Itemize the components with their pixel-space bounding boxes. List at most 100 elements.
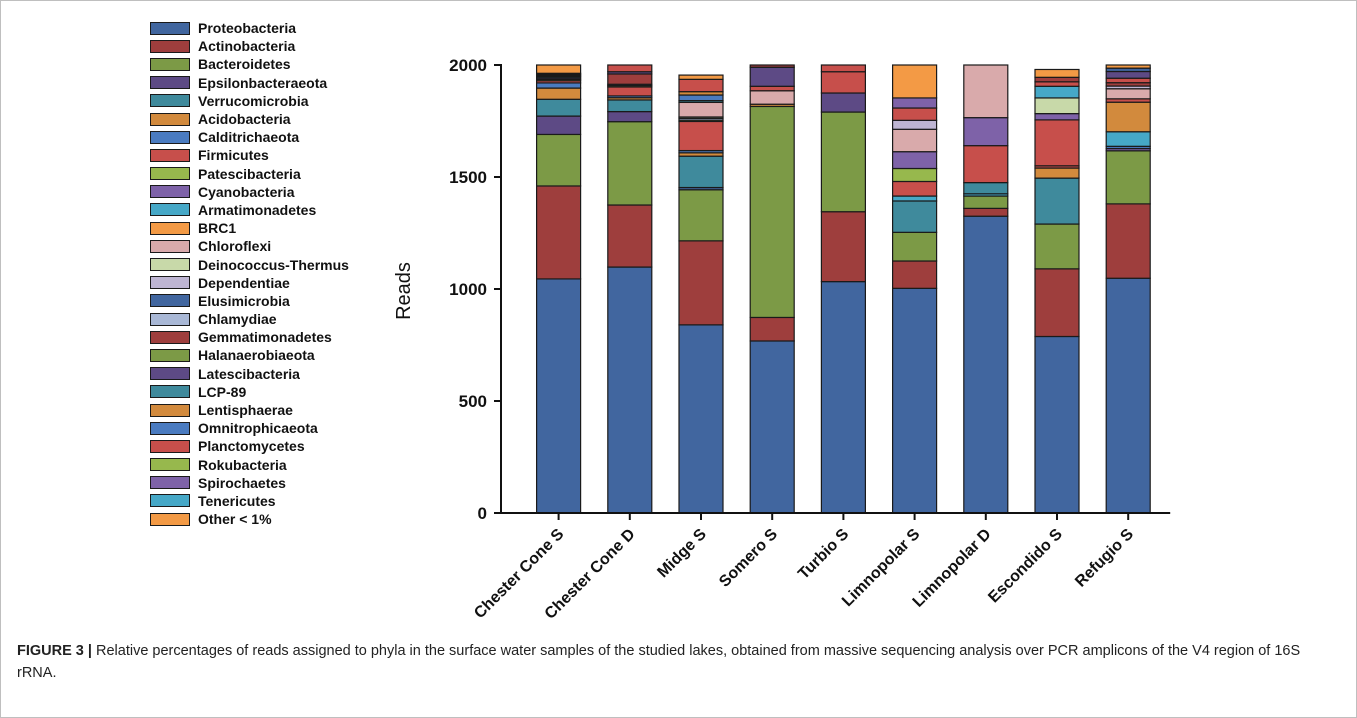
bar-segment-proteobacteria [963, 215, 1009, 514]
legend-item-verrucomicrobia: Verrucomicrobia [150, 92, 349, 110]
legend-item-omnitrophicaeota: Omnitrophicaeota [150, 419, 349, 437]
legend-label: Gemmatimonadetes [198, 329, 332, 346]
bar-chester-cone-s [535, 64, 582, 514]
x-tick-label: Midge S [654, 526, 710, 582]
legend-item-calditrichaeota: Calditrichaeota [150, 128, 349, 146]
y-axis: 0 500 1000 1500 2000 [449, 56, 502, 523]
bar-segment-epsilonbacteraeota [820, 92, 867, 113]
legend-item-acidobacteria: Acidobacteria [150, 110, 349, 128]
legend-label: Halanaerobiaeota [198, 347, 315, 364]
legend-item-lentisphaerae: Lentisphaerae [150, 401, 349, 419]
bar-segment-acidobacteria [535, 87, 582, 100]
legend-label: Calditrichaeota [198, 129, 300, 146]
figure-caption: FIGURE 3 | Relative percentages of reads… [17, 640, 1337, 684]
legend-swatch [150, 239, 190, 253]
legend-label: Rokubacteria [198, 456, 287, 473]
legend-item-other-1: Other < 1% [150, 510, 349, 528]
bar-segment-bacteroidetes [891, 231, 938, 262]
bar-segment-latescibacteria [1105, 70, 1151, 79]
legend-item-actinobacteria: Actinobacteria [150, 37, 349, 55]
legend-label: Spirochaetes [198, 474, 286, 491]
y-tick-label: 2000 [449, 56, 487, 75]
bars-group [535, 64, 1151, 514]
bar-segment-planctomycetes [820, 64, 867, 73]
bar-segment-proteobacteria [891, 287, 938, 514]
bar-segment-proteobacteria [1034, 335, 1080, 514]
bar-segment-armatimonadetes [1034, 85, 1080, 99]
legend-label: Elusimicrobia [198, 292, 290, 309]
bar-segment-planctomycetes [678, 120, 724, 152]
legend-label: Verrucomicrobia [198, 92, 309, 109]
legend-label: BRC1 [198, 220, 237, 237]
bar-segment-bacteroidetes [607, 121, 653, 206]
legend-label: Armatimonadetes [198, 201, 317, 218]
bar-segment-epsilonbacteraeota [535, 115, 582, 136]
bar-segment-epsilonbacteraeota [607, 110, 653, 123]
bar-segment-other-1 [891, 64, 938, 99]
legend-label: Tenericutes [198, 492, 276, 509]
legend-swatch [150, 312, 190, 326]
bar-segment-tenericutes [891, 195, 938, 202]
legend-swatch [150, 130, 190, 144]
legend-item-patescibacteria: Patescibacteria [150, 165, 349, 183]
legend-item-lcp-89: LCP-89 [150, 383, 349, 401]
legend-item-dependentiae: Dependentiae [150, 274, 349, 292]
legend-swatch [150, 403, 190, 417]
bar-segment-proteobacteria [1105, 277, 1151, 514]
legend-swatch [150, 385, 190, 399]
bar-segment-chloroflexi [749, 90, 795, 105]
bar-segment-other-1 [1034, 68, 1080, 78]
legend-swatch [150, 512, 190, 526]
legend-item-brc1: BRC1 [150, 219, 349, 237]
legend-item-cyanobacteria: Cyanobacteria [150, 183, 349, 201]
legend-swatch [150, 439, 190, 453]
caption-text: Relative percentages of reads assigned t… [17, 643, 1301, 681]
legend-item-gemmatimonadetes: Gemmatimonadetes [150, 328, 349, 346]
bar-segment-firmicutes [820, 71, 867, 94]
legend-swatch [150, 185, 190, 199]
bar-limnopolar-d [963, 64, 1009, 514]
bar-segment-actinobacteria [535, 185, 582, 280]
bar-segment-chloroflexi [1105, 88, 1151, 100]
legend-label: Proteobacteria [198, 20, 297, 37]
legend-label: Bacteroidetes [198, 56, 291, 73]
bar-segment-planctomycetes [678, 78, 724, 93]
bar-segment-actinobacteria [820, 211, 867, 283]
legend-label: Cyanobacteria [198, 183, 295, 200]
y-tick-label: 1500 [449, 168, 487, 187]
legend-item-deinococcus-thermus: Deinococcus-Thermus [150, 255, 349, 273]
bar-somero-s [749, 64, 795, 514]
legend-swatch [150, 221, 190, 235]
bar-segment-chloroflexi [891, 128, 938, 153]
bar-segment-planctomycetes [1105, 77, 1151, 84]
bar-segment-proteobacteria [749, 340, 795, 514]
legend-swatch [150, 367, 190, 381]
bar-segment-proteobacteria [607, 266, 653, 514]
bar-segment-actinobacteria [1034, 268, 1080, 338]
bar-segment-gemmatimonadetes [607, 73, 653, 85]
bar-turbio-s [820, 64, 867, 514]
legend-item-bacteroidetes: Bacteroidetes [150, 55, 349, 73]
bar-segment-actinobacteria [749, 316, 795, 342]
bar-segment-armatimonadetes [1105, 131, 1151, 147]
x-tick-label: Refugio S [1072, 526, 1137, 591]
bar-segment-bacteroidetes [535, 133, 582, 187]
legend-label: Lentisphaerae [198, 402, 293, 419]
bar-segment-calditrichaeota [678, 94, 724, 102]
legend-label: Other < 1% [198, 511, 272, 528]
bar-refugio-s [1105, 64, 1151, 514]
legend-swatch [150, 476, 190, 490]
legend-swatch [150, 276, 190, 290]
legend-item-chloroflexi: Chloroflexi [150, 237, 349, 255]
legend-swatch [150, 112, 190, 126]
bar-segment-chloroflexi [963, 64, 1009, 119]
bar-segment-bacteroidetes [963, 195, 1009, 209]
legend-swatch [150, 330, 190, 344]
bar-segment-deinococcus-thermus [1034, 97, 1080, 115]
bar-segment-calditrichaeota [535, 82, 582, 89]
y-axis-label: Reads [393, 262, 415, 320]
x-tick-label: Turbio S [795, 526, 852, 583]
bar-segment-brc1 [678, 74, 724, 80]
bar-segment-verrucomicrobia [535, 98, 582, 117]
